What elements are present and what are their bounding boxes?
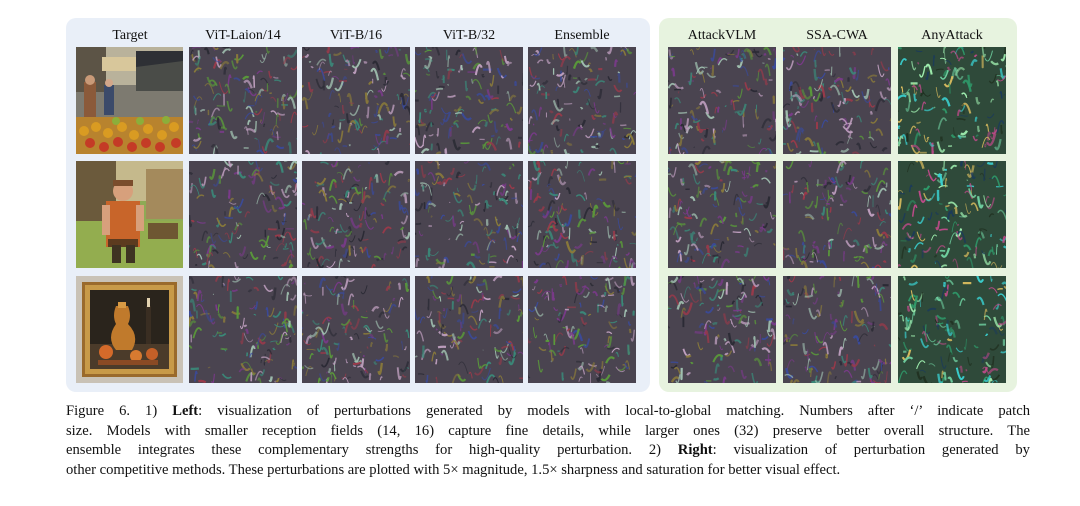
perturbation-attackvlm-row-1 (668, 47, 776, 154)
perturbation-vit-laion-14-row-1 (189, 47, 297, 154)
column-label-ssa-cwa: SSA-CWA (806, 28, 868, 43)
column-label-anyattack: AnyAttack (921, 28, 983, 43)
column-label-target: Target (112, 28, 148, 43)
perturbation-ensemble-row-2 (528, 161, 636, 268)
perturbation-vit-b-32-row-3 (415, 276, 523, 383)
target-image-still-life-painting (76, 276, 183, 383)
perturbation-ssa-cwa-row-3 (783, 276, 891, 383)
perturbation-anyattack-row-1 (898, 47, 1006, 154)
perturbation-ensemble-row-1 (528, 47, 636, 154)
perturbation-ssa-cwa-row-2 (783, 161, 891, 268)
figure-caption: Figure 6. 1) Left: visualization of pert… (66, 402, 1030, 480)
perturbation-vit-b-16-row-3 (302, 276, 410, 383)
column-label-vit-laion-14: ViT-Laion/14 (205, 28, 281, 43)
caption-line-4: other competitive methods. These perturb… (66, 461, 841, 478)
perturbation-vit-b-32-row-1 (415, 47, 523, 154)
column-label-vit-b-32: ViT-B/32 (442, 28, 496, 43)
perturbation-ensemble-row-3 (528, 276, 636, 383)
perturbation-attackvlm-row-2 (668, 161, 776, 268)
perturbation-vit-laion-14-row-3 (189, 276, 297, 383)
column-label-attackvlm: AttackVLM (687, 28, 757, 43)
caption-line-3: ensemble integrates these complementary … (66, 442, 1030, 459)
perturbation-attackvlm-row-3 (668, 276, 776, 383)
target-image-costumed-man (76, 161, 183, 268)
column-label-ensemble: Ensemble (554, 28, 610, 43)
perturbation-vit-b-32-row-2 (415, 161, 523, 268)
caption-right-keyword: Right (677, 442, 713, 459)
column-label-vit-b-16: ViT-B/16 (329, 28, 383, 43)
perturbation-anyattack-row-2 (898, 161, 1006, 268)
caption-line-2: size. Models with smaller reception fiel… (66, 422, 1030, 439)
caption-line-1: Figure 6. 1) Left: visualization of pert… (66, 403, 1030, 419)
perturbation-vit-b-16-row-2 (302, 161, 410, 268)
perturbation-ssa-cwa-row-1 (783, 47, 891, 154)
caption-left-keyword: Left (172, 403, 199, 419)
target-image-market (76, 47, 183, 154)
perturbation-vit-b-16-row-1 (302, 47, 410, 154)
perturbation-anyattack-row-3 (898, 276, 1006, 383)
perturbation-vit-laion-14-row-2 (189, 161, 297, 268)
